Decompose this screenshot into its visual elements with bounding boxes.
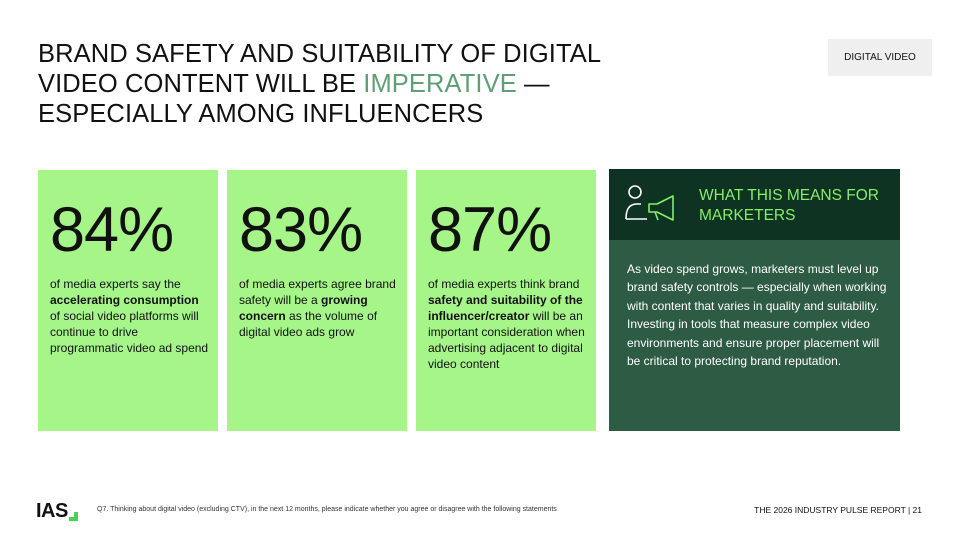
marketers-header: WHAT THIS MEANS FOR MARKETERS [609, 169, 900, 240]
title-highlight: IMPERATIVE [363, 70, 517, 98]
section-tag: DIGITAL VIDEO [828, 39, 932, 76]
stat-desc-bold: accelerating consumption [50, 293, 199, 307]
stat-desc-text: as the volume of digital video ads grow [239, 309, 378, 339]
ias-logo: IAS [36, 500, 68, 522]
stat-desc-bold: growing concern [239, 293, 368, 323]
stat-percent: 87% [428, 195, 552, 265]
marketers-panel: WHAT THIS MEANS FOR MARKETERS As video s… [609, 169, 900, 431]
person-megaphone-icon [625, 185, 674, 221]
stat-card-87: 87% of media experts think brand safety … [416, 170, 596, 431]
stat-desc-text: of media experts think brand [428, 277, 580, 291]
stat-card-83: 83% of media experts agree brand safety … [227, 170, 407, 431]
title-part-2: — ESPECIALLY AMONG INFLUENCERS [38, 70, 550, 128]
page-title: BRAND SAFETY AND SUITABILITY OF DIGITAL … [38, 39, 638, 129]
stat-percent: 84% [50, 195, 174, 265]
stat-desc-text: will be an important consideration when … [428, 309, 585, 371]
stat-desc-bold: safety and suitability of the influencer… [428, 293, 583, 323]
stat-desc-text: of social video platforms will continue … [50, 309, 209, 355]
stat-desc-text: of media experts say the [50, 277, 181, 291]
stat-percent: 83% [239, 195, 363, 265]
survey-footnote: Q7. Thinking about digital video (exclud… [97, 506, 557, 513]
marketers-body: As video spend grows, marketers must lev… [627, 262, 887, 369]
title-part-1: BRAND SAFETY AND SUITABILITY OF DIGITAL … [38, 40, 601, 98]
stat-desc-text: of media experts agree brand safety will… [239, 277, 396, 307]
report-page-label: THE 2026 INDUSTRY PULSE REPORT | 21 [754, 505, 922, 515]
stat-card-84: 84% of media experts say the acceleratin… [38, 170, 218, 431]
stat-description: of media experts say the accelerating co… [50, 276, 210, 356]
stat-description: of media experts think brand safety and … [428, 276, 588, 372]
stat-description: of media experts agree brand safety will… [239, 276, 399, 340]
logo-mark-icon [69, 512, 78, 521]
marketers-title: WHAT THIS MEANS FOR MARKETERS [699, 187, 879, 224]
